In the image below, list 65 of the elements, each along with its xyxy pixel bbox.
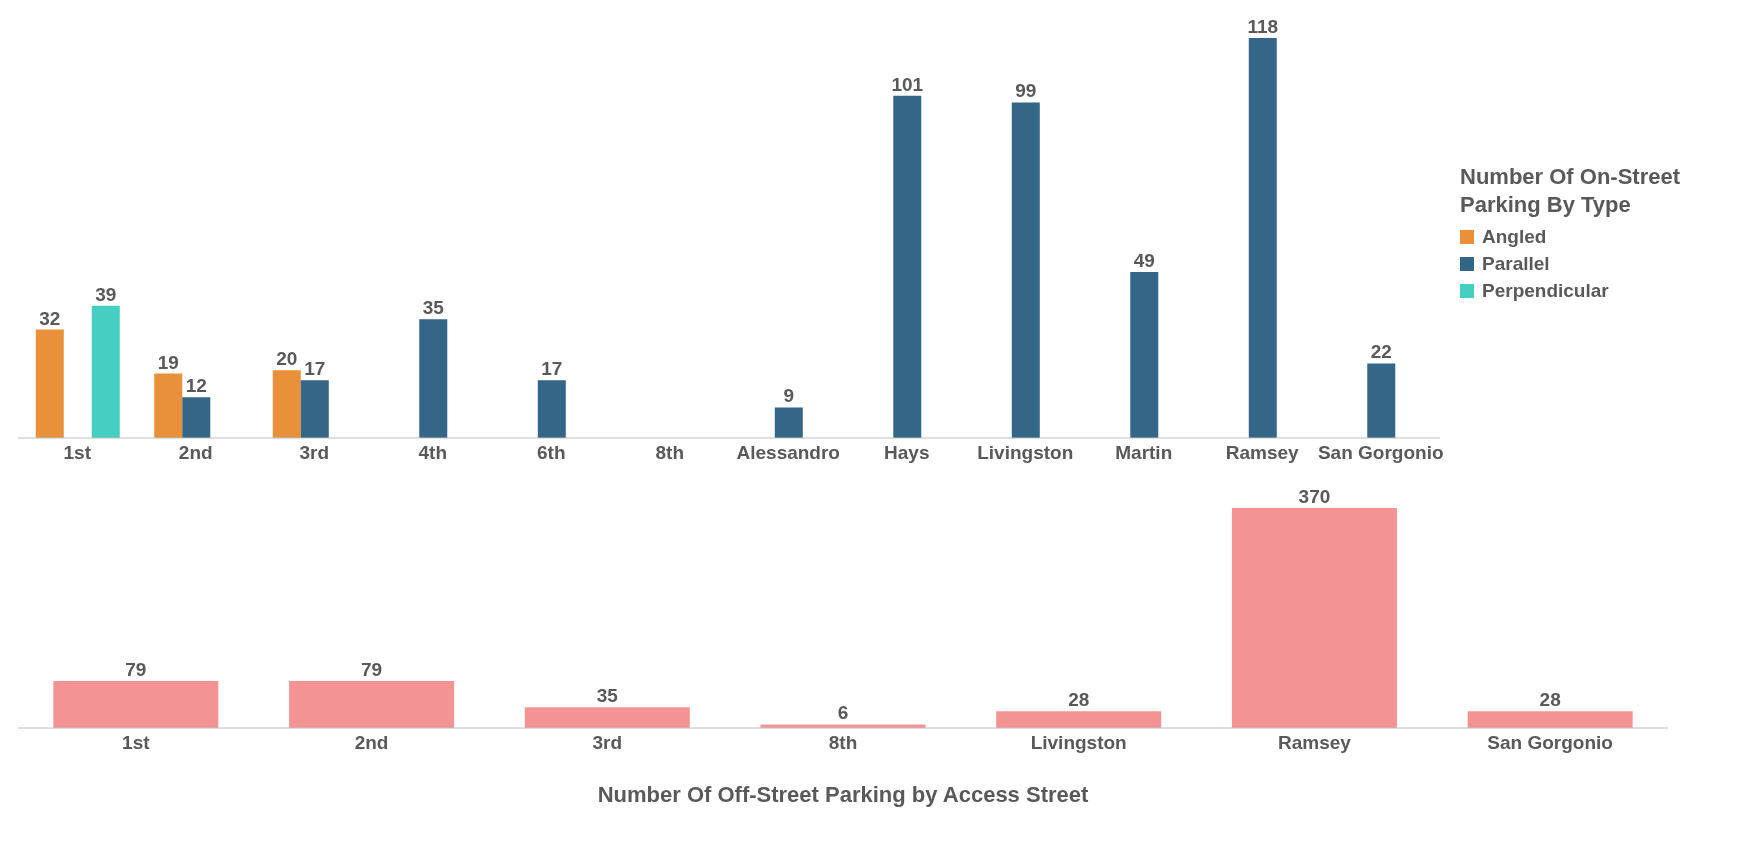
data-label: 99 bbox=[1015, 80, 1037, 102]
legend-label: Perpendicular bbox=[1482, 279, 1609, 304]
x-tick-label: 2nd bbox=[354, 732, 389, 754]
x-tick-label: 2nd bbox=[178, 442, 213, 464]
bar bbox=[182, 397, 211, 438]
bar bbox=[774, 407, 803, 438]
bar bbox=[35, 329, 64, 438]
bar bbox=[893, 95, 922, 438]
data-label: 28 bbox=[1068, 689, 1090, 711]
x-tick-label: Martin bbox=[1115, 442, 1173, 464]
x-tick-label: San Gorgonio bbox=[1317, 442, 1444, 464]
legend-title: Number Of On-Street Parking By Type bbox=[1460, 163, 1682, 220]
data-label: 12 bbox=[185, 375, 207, 397]
x-tick-label: 8th bbox=[655, 442, 684, 464]
bar bbox=[1011, 102, 1040, 438]
x-tick-label: Ramsey bbox=[1225, 442, 1300, 464]
x-tick-label: 8th bbox=[828, 732, 858, 754]
x-tick-label: Livingston bbox=[1030, 732, 1127, 754]
bar bbox=[53, 681, 219, 728]
bar bbox=[524, 707, 690, 728]
text: Number Of Off-Street Parking by Access Street bbox=[596, 782, 1090, 808]
data-label: 101 bbox=[891, 73, 924, 95]
x-tick-label: Livingston bbox=[977, 442, 1074, 464]
x-tick-label: Alessandro bbox=[736, 442, 840, 464]
bar bbox=[537, 380, 566, 438]
x-tick-label: 4th bbox=[418, 442, 447, 464]
bar bbox=[1467, 711, 1633, 728]
data-label: 22 bbox=[1370, 341, 1392, 363]
x-tick-label: San Gorgonio bbox=[1487, 732, 1613, 754]
x-tick-label: 1st bbox=[63, 442, 92, 464]
data-label: 17 bbox=[541, 358, 563, 380]
bar bbox=[1231, 508, 1397, 728]
data-label: 79 bbox=[361, 659, 383, 681]
x-tick-label: 3rd bbox=[592, 732, 623, 754]
bar bbox=[419, 319, 448, 438]
data-label: 6 bbox=[837, 702, 849, 724]
bar bbox=[289, 681, 455, 728]
bar bbox=[154, 373, 183, 438]
x-tick-label: 6th bbox=[537, 442, 566, 464]
data-label: 79 bbox=[125, 659, 147, 681]
data-label: 35 bbox=[422, 297, 445, 319]
data-label: 118 bbox=[1247, 16, 1279, 37]
data-label: 9 bbox=[783, 385, 795, 407]
x-tick-label: 3rd bbox=[299, 442, 330, 464]
bar bbox=[300, 380, 329, 438]
bar bbox=[996, 711, 1162, 728]
legend-label: Angled bbox=[1482, 225, 1547, 250]
x-tick-label: 1st bbox=[122, 732, 151, 754]
legend-label: Parallel bbox=[1482, 252, 1550, 277]
bar bbox=[272, 370, 301, 438]
bar bbox=[91, 305, 120, 438]
data-label: 370 bbox=[1298, 486, 1331, 507]
data-label: 35 bbox=[596, 685, 619, 707]
bar bbox=[1248, 38, 1277, 438]
bar bbox=[1367, 363, 1396, 438]
data-label: 28 bbox=[1539, 689, 1561, 711]
data-label: 39 bbox=[95, 283, 117, 305]
x-tick-label: Ramsey bbox=[1277, 732, 1352, 754]
data-label: 20 bbox=[276, 348, 298, 370]
data-label: 19 bbox=[157, 351, 179, 373]
bar bbox=[1130, 271, 1159, 438]
data-label: 32 bbox=[39, 307, 61, 329]
data-label: 49 bbox=[1133, 249, 1155, 271]
data-label: 17 bbox=[304, 358, 326, 380]
x-tick-label: Hays bbox=[884, 442, 930, 464]
